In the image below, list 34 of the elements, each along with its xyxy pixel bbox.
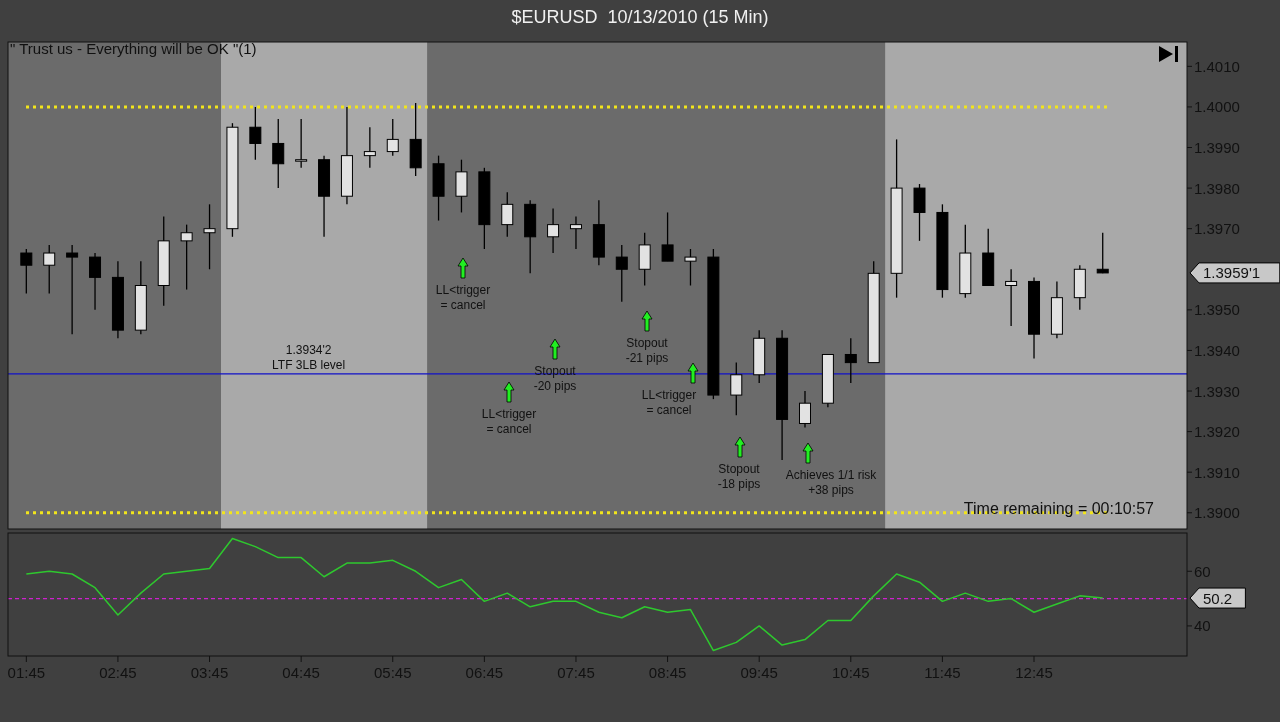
- candlestick: [547, 207, 560, 254]
- text: 50.2: [1203, 589, 1233, 607]
- annotation: LL<trigger = cancel: [641, 388, 697, 417]
- line-series: [25, 537, 1104, 652]
- text: 1.3959'1: [1203, 264, 1261, 282]
- candlestick: [43, 244, 56, 295]
- candlestick: [20, 248, 33, 295]
- candlestick: [66, 244, 79, 335]
- candlestick: [363, 126, 376, 169]
- candlestick: [569, 215, 582, 250]
- candlestick: [249, 106, 262, 161]
- annotation: Stopout -18 pips: [717, 462, 761, 491]
- candlestick: [501, 191, 514, 238]
- candlestick: [386, 118, 399, 157]
- annotation: Stopout -21 pips: [625, 336, 669, 365]
- candlestick: [1096, 232, 1109, 274]
- candlestick: [730, 361, 743, 417]
- annotation: LL<trigger = cancel: [481, 407, 537, 436]
- candlestick: [180, 223, 193, 291]
- candlestick: [798, 390, 811, 429]
- candlestick: [203, 203, 216, 270]
- candlestick: [661, 211, 674, 262]
- candlestick: [1005, 268, 1018, 327]
- candlestick: [844, 337, 857, 384]
- annotation: Achieves 1/1 risk +38 pips: [785, 468, 878, 497]
- candlestick: [89, 252, 102, 311]
- ref-line-label: 1.3934'2 LTF 3LB level: [272, 342, 346, 372]
- candlestick: [295, 118, 308, 169]
- annotation: Time remaining = 00:10:57: [963, 500, 1155, 517]
- annotation: LL<trigger = cancel: [435, 283, 491, 312]
- chart-title: $EURUSD 10/13/2010 (15 Min): [511, 7, 769, 27]
- candlestick: [684, 248, 697, 287]
- candlestick: [615, 244, 628, 303]
- candlestick: [272, 118, 285, 189]
